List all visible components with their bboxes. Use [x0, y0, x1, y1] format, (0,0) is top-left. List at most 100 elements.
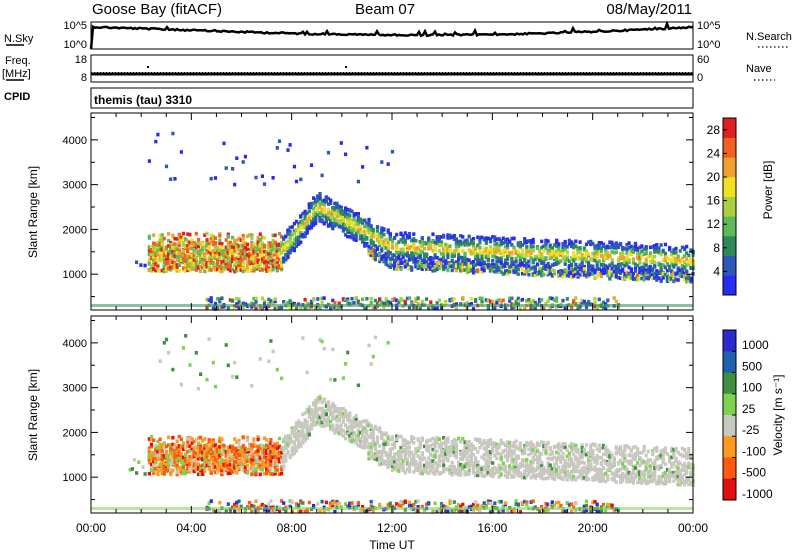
echo-cell — [205, 241, 209, 246]
echo-cell — [318, 193, 322, 198]
echo-cell — [446, 236, 450, 240]
echo-cell — [550, 246, 554, 250]
echo-cell — [282, 464, 286, 468]
echo-cell — [333, 217, 337, 222]
echo-cell — [267, 247, 271, 252]
echo-cell — [344, 213, 348, 218]
echo-cell — [608, 240, 612, 244]
echo-cell — [442, 252, 446, 257]
echo-cell — [273, 508, 277, 512]
echo-cell — [642, 247, 646, 252]
echo-cell — [280, 455, 284, 460]
echo-cell — [205, 297, 209, 302]
echo-cell — [390, 149, 395, 154]
echo-cell — [627, 275, 631, 280]
echo-cell — [177, 248, 181, 253]
echo-cell — [559, 249, 563, 254]
echo-cell — [610, 262, 614, 267]
echo-cell — [235, 266, 239, 270]
echo-cell — [222, 249, 226, 253]
echo-cell — [680, 245, 684, 250]
echo-cell — [508, 296, 512, 301]
echo-cell — [344, 297, 348, 302]
echo-cell — [231, 257, 235, 261]
echo-cell — [201, 245, 205, 249]
echo-cell — [211, 456, 215, 461]
echo-cell — [442, 255, 446, 260]
echo-cell — [619, 252, 623, 256]
echo-cell — [578, 301, 582, 306]
echo-cell — [160, 470, 164, 474]
echo-cell — [442, 264, 446, 269]
echo-cell — [205, 448, 209, 453]
echo-cell — [418, 248, 422, 253]
echo-cell — [363, 244, 367, 248]
echo-cell — [493, 238, 497, 243]
echo-cell — [599, 241, 603, 245]
echo-cell — [393, 264, 397, 269]
echo-cell — [186, 239, 190, 244]
echo-cell — [552, 255, 557, 260]
echo-cell — [416, 296, 420, 300]
echo-cell — [211, 261, 215, 266]
echo-cell — [369, 250, 373, 255]
echo-cell — [175, 467, 179, 471]
echo-cell — [239, 249, 243, 253]
echo-cell — [386, 228, 390, 232]
echo-cell — [218, 248, 222, 252]
echo-cell — [354, 235, 358, 240]
echo-cell — [363, 229, 367, 234]
echo-cell — [405, 263, 409, 267]
echo-cell — [147, 159, 151, 163]
echo-cell — [393, 258, 397, 263]
echo-cell — [235, 302, 239, 306]
echo-cell — [292, 229, 296, 233]
echo-cell — [448, 249, 452, 253]
echo-cell — [265, 259, 269, 264]
echo-cell — [491, 251, 495, 256]
echo-cell — [177, 255, 181, 259]
echo-cell — [467, 234, 471, 239]
echo-cell — [160, 462, 164, 467]
echo-cell — [439, 306, 444, 311]
echo-cell — [461, 296, 465, 300]
echo-cell — [307, 216, 311, 221]
echo-cell — [288, 246, 292, 250]
echo-cell — [158, 447, 162, 452]
echo-cell — [433, 245, 437, 249]
echo-cell — [241, 236, 245, 240]
echo-cell — [346, 228, 350, 232]
echo-cell — [156, 252, 160, 256]
echo-cell — [454, 237, 458, 241]
echo-cell — [636, 264, 640, 268]
echo-cell — [544, 267, 548, 271]
echo-cell — [680, 256, 684, 261]
echo-cell — [488, 239, 493, 244]
echo-cell — [175, 265, 179, 269]
echo-cell — [425, 297, 429, 301]
echo-cell — [397, 264, 401, 269]
echo-cell — [260, 451, 264, 456]
echo-cell — [282, 437, 286, 442]
echo-cell — [290, 232, 294, 237]
echo-cell — [294, 426, 299, 431]
echo-cell — [271, 451, 275, 456]
echo-cell — [258, 357, 262, 361]
echo-cell — [147, 252, 151, 257]
echo-cell — [149, 269, 154, 273]
echo-cell — [403, 261, 407, 266]
echo-cell — [452, 233, 456, 238]
echo-cell — [574, 269, 578, 273]
echo-cell — [361, 238, 365, 242]
echo-cell — [243, 450, 247, 454]
echo-cell — [542, 261, 546, 266]
echo-cell — [137, 460, 141, 464]
echo-cell — [250, 247, 254, 252]
echo-cell — [171, 131, 175, 136]
echo-cell — [171, 450, 175, 454]
echo-cell — [486, 298, 490, 302]
echo-cell — [275, 441, 279, 446]
echo-cell — [235, 471, 239, 475]
echo-cell — [316, 297, 320, 301]
echo-cell — [207, 241, 211, 246]
